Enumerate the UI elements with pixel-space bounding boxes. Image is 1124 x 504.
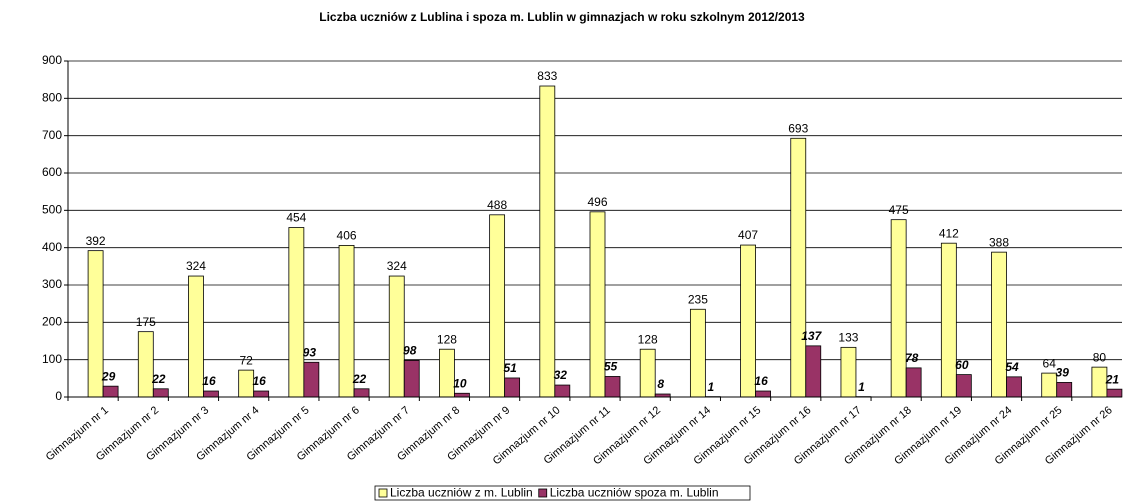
value-label: 324 [186, 259, 206, 273]
value-label: 175 [136, 315, 156, 329]
value-label: 80 [1093, 350, 1107, 364]
value-label: 128 [638, 332, 658, 346]
value-label: 64 [1043, 356, 1057, 370]
value-label: 78 [905, 351, 919, 365]
value-label: 407 [738, 228, 758, 242]
bar [87, 250, 104, 398]
value-label: 8 [657, 377, 664, 391]
value-label: 133 [838, 331, 858, 345]
y-tick-label: 900 [42, 53, 62, 67]
bar [152, 388, 169, 398]
value-label: 693 [788, 121, 808, 135]
y-tick-label: 400 [42, 240, 62, 254]
value-label: 93 [303, 345, 317, 359]
value-label: 16 [754, 374, 768, 388]
value-label: 1 [708, 380, 715, 394]
value-label: 16 [252, 374, 266, 388]
value-label: 54 [1005, 360, 1019, 374]
y-tick-label: 0 [55, 389, 62, 403]
legend-swatch [538, 488, 548, 498]
legend-box [374, 485, 751, 501]
bar [554, 384, 571, 398]
value-label: 324 [387, 259, 407, 273]
value-label: 454 [286, 211, 306, 225]
value-label: 128 [437, 332, 457, 346]
value-label: 32 [554, 368, 568, 382]
bar [1106, 388, 1123, 398]
bar [890, 219, 907, 398]
value-label: 22 [352, 372, 367, 386]
bar [940, 242, 957, 398]
bar [253, 390, 270, 398]
value-label: 22 [151, 372, 166, 386]
value-label: 60 [955, 358, 969, 372]
bar [1006, 376, 1022, 398]
bar [539, 85, 556, 398]
bar [905, 367, 922, 398]
bar [288, 227, 305, 398]
value-label: 29 [101, 369, 116, 383]
value-label: 137 [801, 329, 822, 343]
value-label: 412 [939, 226, 959, 240]
chart-title: Liczba uczniów z Lublina i spoza m. Lubl… [319, 10, 805, 24]
bar [504, 377, 521, 398]
value-label: 235 [688, 292, 708, 306]
bar [188, 275, 204, 398]
bar [388, 275, 405, 398]
y-tick-label: 100 [42, 352, 62, 366]
bar [955, 374, 972, 398]
y-tick-label: 700 [42, 128, 62, 142]
value-label: 833 [537, 69, 557, 83]
bar [338, 245, 355, 398]
value-label: 51 [503, 361, 517, 375]
bar [805, 345, 822, 398]
bar [454, 392, 470, 398]
value-label: 98 [403, 344, 417, 358]
legend-label: Liczba uczniów spoza m. Lublin [550, 486, 719, 500]
value-label: 39 [1056, 366, 1070, 380]
bar [203, 390, 219, 398]
value-label: 21 [1105, 372, 1120, 386]
value-label: 475 [889, 203, 909, 217]
bar [589, 211, 606, 398]
legend-label: Liczba uczniów z m. Lublin [390, 486, 533, 500]
value-label: 16 [202, 374, 216, 388]
value-label: 406 [337, 229, 357, 243]
value-label: 55 [604, 360, 618, 374]
bar [755, 390, 771, 398]
value-label: 488 [487, 198, 507, 212]
bar [790, 137, 807, 398]
bar [238, 369, 255, 398]
bar [439, 348, 455, 398]
y-tick-label: 600 [42, 165, 62, 179]
value-label: 72 [239, 353, 253, 367]
y-tick-label: 300 [42, 277, 62, 291]
value-label: 10 [453, 376, 467, 390]
bar [991, 251, 1007, 398]
y-tick-label: 500 [42, 203, 62, 217]
bar [489, 214, 506, 398]
bar [840, 346, 857, 398]
legend-swatch [378, 488, 388, 498]
bar [740, 244, 756, 398]
value-label: 388 [989, 235, 1009, 249]
bar [1041, 372, 1058, 398]
bar [137, 331, 154, 398]
bar [1091, 366, 1108, 398]
bar [639, 348, 656, 398]
bar [353, 388, 370, 398]
value-label: 1 [858, 380, 865, 394]
bar [604, 376, 621, 398]
bar [1056, 382, 1073, 398]
y-tick-label: 800 [42, 91, 62, 105]
y-tick-label: 200 [42, 315, 62, 329]
value-label: 392 [86, 234, 106, 248]
value-label: 496 [587, 195, 607, 209]
bar [403, 360, 420, 398]
bar [102, 385, 119, 398]
bar [689, 308, 706, 398]
bar [303, 361, 320, 398]
